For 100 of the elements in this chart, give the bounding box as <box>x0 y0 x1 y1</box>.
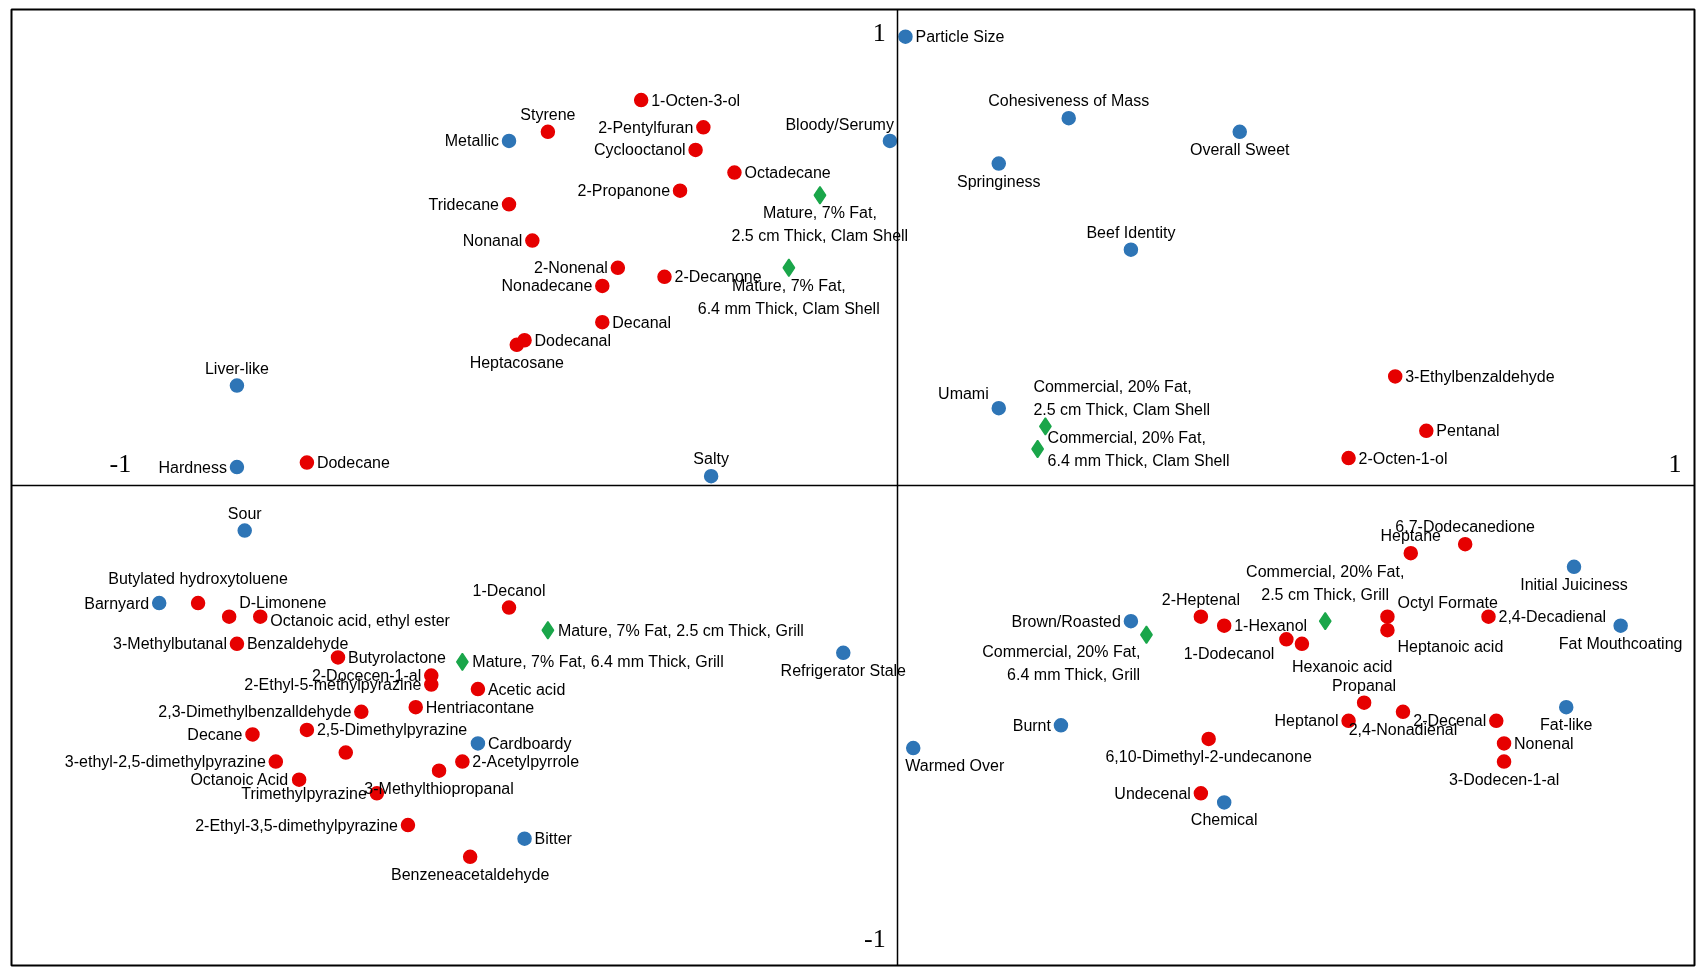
annotation: Salty <box>693 450 729 468</box>
point <box>1457 536 1473 552</box>
annotation: 2,3-Dimethylbenzalldehyde <box>158 703 352 721</box>
annotation: 2-Heptenal <box>1161 590 1241 608</box>
point <box>299 455 315 470</box>
point <box>1380 622 1395 638</box>
point <box>501 600 517 615</box>
annotation: Butyrolactone <box>347 648 446 666</box>
point <box>1279 632 1294 647</box>
annotation: Warmed Over <box>905 757 1005 775</box>
point <box>237 523 252 538</box>
point <box>229 636 245 652</box>
point <box>727 165 742 180</box>
point <box>455 652 469 672</box>
annotation: Decane <box>187 725 243 743</box>
annotation: 3-Dodecen-1-al <box>1448 770 1560 788</box>
annotation: Burnt <box>1012 716 1052 734</box>
annotation: Fat-like <box>1540 716 1593 734</box>
annotation: D-Limonene <box>239 594 327 612</box>
annotation: 1-Decanol <box>472 581 546 599</box>
annotation: 2-Propanone <box>577 182 671 200</box>
annotation: Nonanal <box>462 232 523 250</box>
point <box>517 831 532 846</box>
annotation: Metallic <box>444 132 500 150</box>
point <box>1380 609 1395 624</box>
point <box>1232 124 1247 140</box>
annotation: Dodecane <box>316 454 390 472</box>
annotation: 3-ethyl-2,5-dimethylpyrazine <box>64 753 266 771</box>
annotation: 1-Hexanol <box>1234 617 1308 635</box>
point <box>1318 611 1332 631</box>
annotation: 2-Acetylpyrrole <box>472 753 580 771</box>
point <box>1031 439 1045 459</box>
annotation: Benzaldehyde <box>246 635 349 653</box>
point <box>1216 795 1232 810</box>
annotation: Octanoic acid, ethyl ester <box>270 612 451 630</box>
point <box>509 337 525 353</box>
annotation: 2-Octen-1-ol <box>1358 449 1448 467</box>
point <box>190 595 206 611</box>
point <box>455 754 470 769</box>
annotation: Cyclooctanol <box>593 141 686 159</box>
point <box>1123 613 1139 629</box>
point <box>1294 636 1310 652</box>
point <box>1053 718 1069 733</box>
annotation: Cardboardy <box>487 734 572 752</box>
annotation: Tridecane <box>428 195 500 213</box>
point <box>1489 713 1504 729</box>
point <box>1496 736 1512 751</box>
point <box>1193 786 1209 801</box>
point <box>906 740 921 756</box>
annotation: Mature, 7% Fat, 2.5 cm Thick, Grill <box>557 621 804 639</box>
annotation: Bloody/Serumy <box>785 115 894 133</box>
point <box>525 233 540 248</box>
annotation: Nonenal <box>1514 734 1574 752</box>
annotation: Octadecane <box>744 164 831 182</box>
point <box>703 468 719 484</box>
point <box>1123 242 1139 257</box>
annotation: Sour <box>227 504 263 522</box>
annotation: Hexanoic acid <box>1291 657 1393 675</box>
point <box>501 133 517 149</box>
point <box>501 197 517 212</box>
point <box>268 754 284 769</box>
annotation: Dodecanal <box>534 331 612 349</box>
annotation: Nonadecane <box>501 277 593 295</box>
point <box>1356 695 1372 710</box>
annotation: Liver-like <box>204 359 270 377</box>
annotation: Chemical <box>1190 811 1258 829</box>
annotation: 3-Methylthiopropanal <box>364 779 514 797</box>
point <box>221 609 237 624</box>
point <box>229 378 245 393</box>
annotation: Heptanol <box>1274 712 1339 730</box>
annotation: Brown/Roasted <box>1011 612 1121 630</box>
annotation: Cohesiveness of Mass <box>988 92 1150 110</box>
annotation: 2-Pentylfuran <box>598 118 694 136</box>
point <box>470 681 486 697</box>
annotation: Hentriacontane <box>425 698 535 716</box>
annotation: Acetic acid <box>487 680 566 698</box>
point <box>836 645 851 661</box>
point <box>1395 704 1411 720</box>
point <box>1403 545 1419 561</box>
annotation: Commercial, 20% Fat, 6.4 mm Thick, Clam Shell <box>1047 429 1230 469</box>
annotation: Beef Identity <box>1086 223 1176 241</box>
annotation: Heptanoic acid <box>1397 637 1504 655</box>
annotation: 1-Octen-3-ol <box>651 91 741 109</box>
annotation: Pentanal <box>1436 422 1500 440</box>
point <box>540 124 556 140</box>
point <box>696 120 711 135</box>
annotation: Initial Juiciness <box>1520 575 1628 593</box>
point <box>1613 618 1628 633</box>
point <box>229 459 245 475</box>
annotation: Fat Mouthcoating <box>1558 634 1683 652</box>
point <box>882 133 898 149</box>
annotation: Hardness <box>158 458 227 476</box>
point <box>299 722 315 738</box>
annotation: Springiness <box>956 172 1041 190</box>
point <box>657 269 672 285</box>
annotation: 2-Ethyl-3,5-dimethylpyrazine <box>195 816 399 834</box>
point <box>782 258 796 278</box>
annotation: Benzeneacetaldehyde <box>390 865 550 883</box>
annotation: 3-Methylbutanal <box>113 635 227 653</box>
annotation: Particle Size <box>915 28 1005 46</box>
